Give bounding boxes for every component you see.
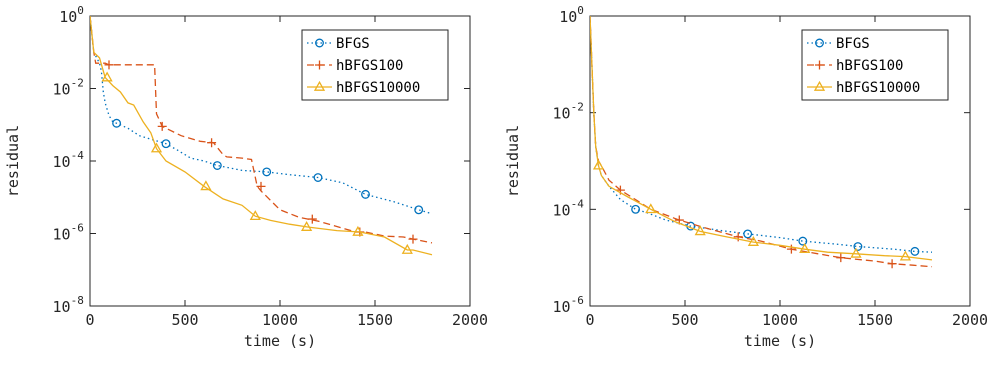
y-tick-exponent: -2: [571, 101, 584, 114]
legend: BFGS hBFGS100 hBFGS10000: [301, 29, 449, 101]
series-hBFGS10000: [90, 16, 433, 256]
legend-box: [301, 29, 449, 101]
y-tick-exponent: -8: [71, 294, 84, 307]
y-tick-label: 10: [53, 226, 71, 244]
y-tick-label: 10: [59, 8, 77, 26]
y-tick-exponent: -6: [571, 294, 584, 307]
legend-marker-hBFGS100: [815, 60, 824, 70]
legend-box: [801, 29, 949, 101]
y-tick-label: 10: [553, 298, 571, 316]
data-point-hBFGS10000: [300, 220, 313, 231]
legend-label: BFGS: [336, 36, 370, 52]
data-point-hBFGS100: [836, 253, 846, 263]
y-tick-label: 10: [53, 153, 71, 171]
y-axis-label: residual: [504, 125, 522, 197]
data-point-hBFGS10000: [200, 180, 212, 191]
x-tick-label: 1500: [357, 311, 393, 329]
x-tick-label: 500: [171, 311, 198, 329]
data-point-hBFGS10000: [101, 71, 113, 82]
data-point-hBFGS10000: [899, 250, 912, 261]
data-point-BFGS: [161, 139, 171, 149]
legend-label: BFGS: [836, 36, 870, 52]
y-tick-exponent: 0: [77, 4, 84, 17]
data-point-BFGS: [112, 118, 122, 128]
data-point-hBFGS10000: [645, 203, 657, 214]
y-tick-label: 10: [553, 201, 571, 219]
y-tick-label: 10: [53, 81, 71, 99]
y-tick-label: 10: [553, 105, 571, 123]
data-point-hBFGS10000: [592, 159, 605, 170]
series-hBFGS10000: [590, 16, 933, 261]
series-BFGS: [90, 16, 433, 215]
data-point-hBFGS100: [104, 60, 114, 70]
legend-label: hBFGS100: [836, 58, 903, 74]
data-point-hBFGS10000: [850, 247, 862, 258]
data-point-BFGS: [743, 229, 753, 239]
legend-marker-hBFGS100: [315, 60, 324, 70]
data-point-BFGS: [798, 236, 808, 246]
x-tick-label: 2000: [952, 311, 988, 329]
data-point-hBFGS10000: [401, 243, 413, 254]
data-point-hBFGS10000: [150, 142, 163, 153]
y-tick-exponent: -2: [71, 77, 84, 90]
y-tick-exponent: -4: [71, 149, 85, 162]
x-axis-label: time (s): [244, 332, 316, 350]
y-tick-exponent: -4: [571, 197, 585, 210]
y-tick-label: 10: [53, 298, 71, 316]
data-point-BFGS: [212, 161, 222, 170]
legend-label: hBFGS100: [336, 58, 403, 74]
legend-marker-hBFGS10000: [313, 80, 326, 91]
y-tick-exponent: -6: [71, 222, 84, 235]
data-point-hBFGS100: [408, 234, 418, 244]
series-line-BFGS: [590, 16, 933, 253]
data-point-hBFGS100: [207, 138, 217, 148]
data-point-BFGS: [631, 204, 641, 214]
legend-marker-BFGS: [315, 38, 324, 48]
y-axis-label: residual: [4, 125, 22, 197]
data-point-hBFGS100: [256, 181, 266, 191]
series-line-hBFGS10000: [590, 16, 933, 261]
x-axis-label: time (s): [744, 332, 816, 350]
data-point-hBFGS10000: [799, 243, 811, 254]
x-tick-label: 2000: [452, 311, 488, 329]
data-point-BFGS: [262, 167, 272, 177]
data-point-BFGS: [361, 189, 370, 199]
y-tick-exponent: 0: [577, 4, 584, 17]
x-tick-label: 0: [585, 311, 594, 329]
data-point-hBFGS10000: [352, 225, 364, 236]
x-tick-label: 1000: [762, 311, 798, 329]
x-tick-label: 1500: [857, 311, 893, 329]
data-point-hBFGS10000: [694, 225, 706, 236]
data-point-BFGS: [910, 246, 920, 256]
data-point-hBFGS100: [157, 121, 167, 131]
x-tick-label: 0: [85, 311, 94, 329]
legend-label: hBFGS10000: [336, 80, 420, 96]
data-point-hBFGS10000: [249, 210, 261, 221]
data-point-hBFGS100: [307, 214, 317, 224]
series-BFGS: [590, 16, 933, 256]
legend: BFGS hBFGS100 hBFGS10000: [801, 29, 949, 101]
data-point-BFGS: [414, 205, 424, 215]
data-point-BFGS: [313, 173, 323, 182]
data-point-hBFGS100: [786, 244, 796, 254]
data-point-hBFGS100: [733, 232, 743, 242]
x-tick-label: 500: [671, 311, 698, 329]
data-point-hBFGS10000: [747, 235, 760, 246]
legend-marker-hBFGS10000: [813, 80, 826, 91]
y-tick-label: 10: [559, 8, 577, 26]
x-tick-label: 1000: [262, 311, 298, 329]
legend-label: hBFGS10000: [836, 80, 920, 96]
data-point-BFGS: [853, 242, 863, 251]
data-point-hBFGS100: [887, 259, 897, 269]
legend-marker-BFGS: [815, 38, 824, 48]
